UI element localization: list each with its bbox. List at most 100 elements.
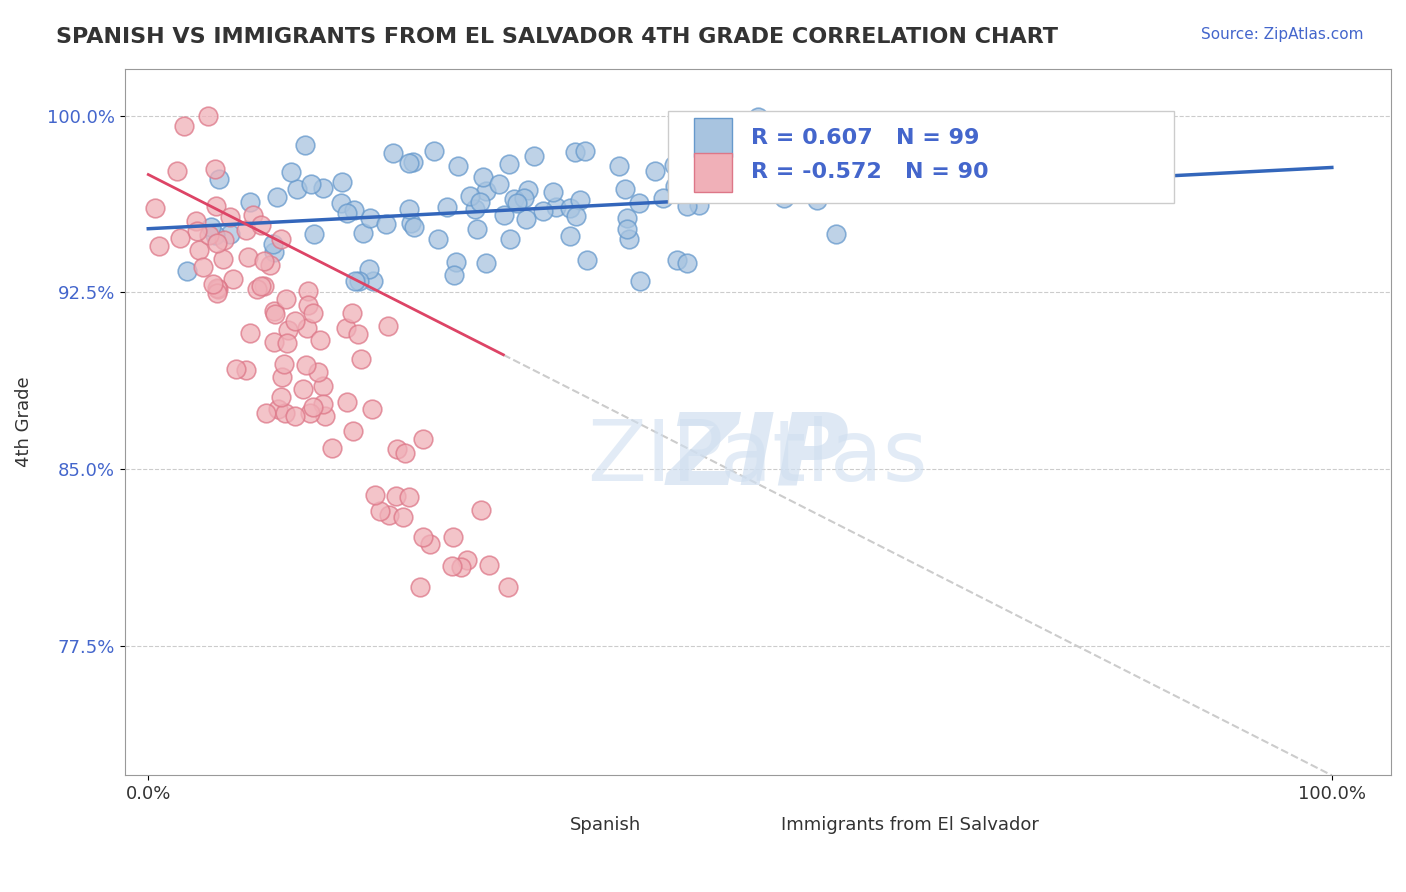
Point	[394, 446, 416, 460]
Point	[291, 382, 314, 396]
Point	[361, 402, 384, 417]
Point	[285, 182, 308, 196]
Point	[188, 243, 211, 257]
Point	[616, 222, 638, 236]
Point	[259, 258, 281, 272]
Point	[385, 490, 408, 504]
Point	[166, 164, 188, 178]
Point	[212, 233, 235, 247]
Point	[512, 191, 534, 205]
Point	[651, 191, 673, 205]
Point	[456, 552, 478, 566]
Point	[492, 207, 515, 221]
Point	[444, 254, 467, 268]
Point	[321, 441, 343, 455]
Point	[747, 110, 769, 124]
Point	[342, 424, 364, 438]
Point	[266, 190, 288, 204]
Point	[295, 359, 318, 373]
Point	[825, 227, 848, 242]
Point	[628, 274, 651, 288]
FancyBboxPatch shape	[668, 111, 1174, 202]
Point	[392, 509, 415, 524]
Point	[523, 149, 546, 163]
Point	[475, 185, 498, 199]
Point	[253, 278, 276, 293]
Point	[664, 158, 686, 172]
Point	[517, 184, 540, 198]
Point	[441, 530, 464, 544]
Point	[204, 199, 226, 213]
Text: Spanish: Spanish	[571, 816, 641, 834]
Point	[409, 580, 432, 594]
Bar	[695, 118, 733, 157]
Point	[273, 357, 295, 371]
Point	[515, 212, 537, 227]
Point	[374, 217, 396, 231]
Point	[297, 298, 319, 312]
Point	[564, 145, 586, 159]
Point	[262, 236, 284, 251]
Point	[676, 163, 699, 178]
Point	[709, 154, 731, 169]
Point	[200, 220, 222, 235]
Point	[488, 177, 510, 191]
Point	[246, 282, 269, 296]
Point	[304, 227, 326, 242]
Point	[263, 334, 285, 349]
Point	[607, 159, 630, 173]
Point	[574, 144, 596, 158]
Point	[664, 179, 686, 194]
Point	[399, 216, 422, 230]
Point	[568, 193, 591, 207]
Point	[343, 202, 366, 217]
Point	[186, 224, 208, 238]
Point	[806, 193, 828, 207]
Point	[377, 318, 399, 333]
Point	[465, 222, 488, 236]
Point	[263, 304, 285, 318]
Point	[398, 202, 420, 216]
Point	[143, 201, 166, 215]
Point	[297, 285, 319, 299]
Point	[464, 202, 486, 216]
Point	[564, 209, 586, 223]
Point	[294, 138, 316, 153]
Point	[458, 189, 481, 203]
Point	[335, 206, 357, 220]
Bar	[758, 807, 789, 836]
Text: Immigrants from El Salvador: Immigrants from El Salvador	[780, 816, 1039, 834]
Point	[361, 274, 384, 288]
Point	[499, 232, 522, 246]
Point	[314, 409, 336, 424]
Point	[284, 409, 307, 423]
Point	[402, 154, 425, 169]
Point	[765, 146, 787, 161]
Point	[423, 145, 446, 159]
Point	[173, 120, 195, 134]
Bar	[492, 807, 523, 836]
Point	[184, 213, 207, 227]
Point	[301, 306, 323, 320]
Point	[498, 157, 520, 171]
Point	[205, 235, 228, 250]
Point	[531, 203, 554, 218]
Point	[470, 194, 492, 209]
Point	[309, 333, 332, 347]
Point	[335, 321, 357, 335]
Point	[357, 262, 380, 277]
Point	[253, 253, 276, 268]
Point	[197, 109, 219, 123]
Point	[1125, 116, 1147, 130]
Point	[426, 232, 449, 246]
Point	[378, 508, 401, 522]
Point	[368, 504, 391, 518]
Point	[644, 163, 666, 178]
Point	[284, 314, 307, 328]
Point	[385, 442, 408, 457]
Point	[267, 401, 290, 416]
Point	[443, 268, 465, 282]
Point	[402, 219, 425, 234]
Point	[280, 165, 302, 179]
Point	[688, 198, 710, 212]
